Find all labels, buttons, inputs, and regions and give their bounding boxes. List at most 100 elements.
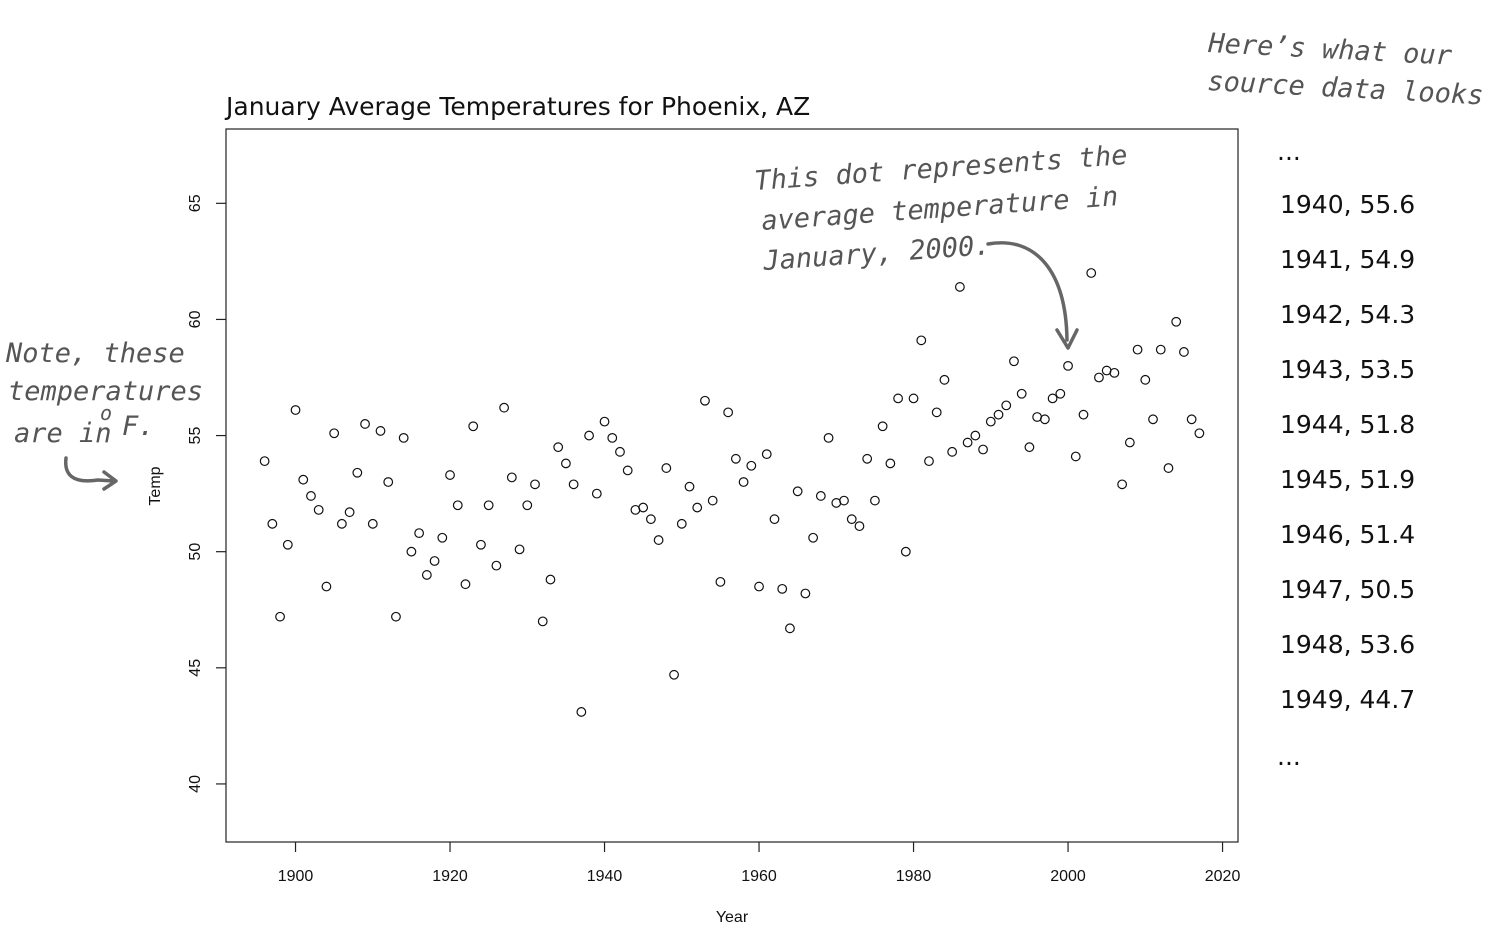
scatter-point — [653, 535, 664, 545]
scatter-point — [738, 477, 749, 487]
units-annotation: Note, these temperatures are in o F. — [5, 338, 203, 491]
scatter-point — [607, 432, 618, 443]
scatter-point — [290, 405, 301, 415]
scatter-point — [730, 453, 741, 464]
y-tick-label: 60 — [187, 310, 204, 328]
scatter-point — [916, 335, 927, 346]
y-tick-label: 55 — [187, 427, 204, 445]
scatter-point — [1109, 367, 1120, 378]
scatter-point — [537, 616, 548, 627]
scatter-point — [1179, 347, 1189, 357]
scatter-point — [800, 588, 811, 599]
source-note-line-2: source data looks like: — [1207, 66, 1500, 117]
scatter-point — [985, 416, 996, 427]
scatter-point — [391, 611, 401, 622]
scatter-point — [445, 470, 455, 480]
scatter-point — [1009, 356, 1019, 367]
scatter-point — [1047, 393, 1058, 404]
scatter-point — [785, 623, 795, 634]
x-tick-label: 2020 — [1205, 868, 1241, 885]
scatter-point — [545, 574, 556, 585]
scatter-point — [1078, 409, 1089, 420]
scatter-point — [398, 432, 409, 443]
scatter-point — [360, 419, 370, 429]
scatter-point — [692, 502, 703, 513]
scatter-point — [761, 449, 772, 460]
source-line: 1944, 51.8 — [1280, 410, 1415, 439]
scatter-point — [970, 430, 981, 441]
scatter-point — [1063, 360, 1073, 371]
scatter-point — [645, 514, 656, 525]
scatter-point — [452, 500, 463, 511]
scatter-point — [1055, 388, 1066, 399]
dot-annotation: This dot represents the average temperat… — [753, 140, 1128, 350]
scatter-point — [978, 444, 988, 455]
scatter-point — [1194, 428, 1205, 439]
scatter-point — [1001, 400, 1012, 411]
scatter-point — [1132, 344, 1143, 355]
scatter-point — [406, 546, 417, 557]
scatter-point — [375, 426, 386, 436]
scatter-point — [344, 507, 355, 518]
scatter-point — [336, 518, 347, 529]
x-axis-label: Year — [716, 909, 749, 926]
source-line: 1947, 50.5 — [1280, 575, 1415, 604]
scatter-point — [777, 583, 788, 594]
source-line: 1945, 51.9 — [1280, 465, 1415, 494]
scatter-point — [870, 495, 880, 506]
scatter-point — [700, 395, 710, 406]
source-ellipsis-bottom: ... — [1277, 742, 1301, 771]
scatter-point — [893, 393, 903, 404]
scatter-point — [414, 528, 425, 539]
x-tick-label: 1960 — [741, 868, 777, 885]
scatter-point — [584, 430, 594, 441]
scatter-point — [924, 456, 934, 467]
x-tick-label: 1920 — [432, 868, 468, 885]
y-axis-label: Temp — [147, 466, 164, 505]
scatter-point — [862, 453, 873, 464]
scatter-point — [522, 500, 533, 511]
scatter-point — [808, 532, 819, 543]
source-line: 1946, 51.4 — [1280, 520, 1415, 549]
scatter-point — [514, 544, 525, 555]
scatter-point — [298, 474, 309, 485]
scatter-point — [282, 539, 293, 550]
scatter-point — [854, 521, 865, 532]
scatter-point — [591, 488, 602, 499]
scatter-point — [468, 421, 479, 432]
scatter-point — [437, 532, 448, 543]
scatter-point — [561, 458, 571, 469]
scatter-point — [622, 465, 633, 476]
scatter-point — [661, 463, 672, 473]
scatter-point — [576, 707, 587, 717]
units-note-line-2: temperatures — [8, 376, 203, 407]
scatter-point — [1186, 414, 1197, 425]
chart-title: January Average Temperatures for Phoenix… — [224, 92, 810, 121]
scatter-point — [383, 477, 394, 487]
scatter-point — [1124, 437, 1135, 448]
scatter-series — [259, 268, 1205, 717]
dot-note-line-3: January, 2000. — [761, 230, 991, 277]
dot-note-arrowhead — [1055, 328, 1079, 350]
plot-frame — [225, 128, 1239, 843]
source-line: 1940, 55.6 — [1280, 190, 1415, 219]
scatter-point — [746, 460, 757, 471]
x-tick-label: 1940 — [587, 868, 623, 885]
scatter-point — [352, 467, 363, 478]
y-tick-label: 45 — [187, 659, 204, 677]
scatter-point — [1086, 268, 1097, 278]
source-line: 1943, 53.5 — [1280, 355, 1415, 384]
scatter-point — [954, 282, 965, 292]
scatter-point — [900, 546, 911, 557]
scatter-point — [306, 491, 316, 501]
scatter-point — [615, 446, 625, 457]
x-tick-label: 2000 — [1050, 868, 1086, 885]
scatter-point — [839, 495, 849, 506]
source-line: 1949, 44.7 — [1280, 685, 1415, 714]
scatter-point — [908, 393, 919, 404]
scatter-point — [877, 421, 888, 432]
scatter-point — [530, 479, 540, 490]
scatter-point — [267, 518, 278, 529]
units-note-arrow — [63, 456, 116, 483]
